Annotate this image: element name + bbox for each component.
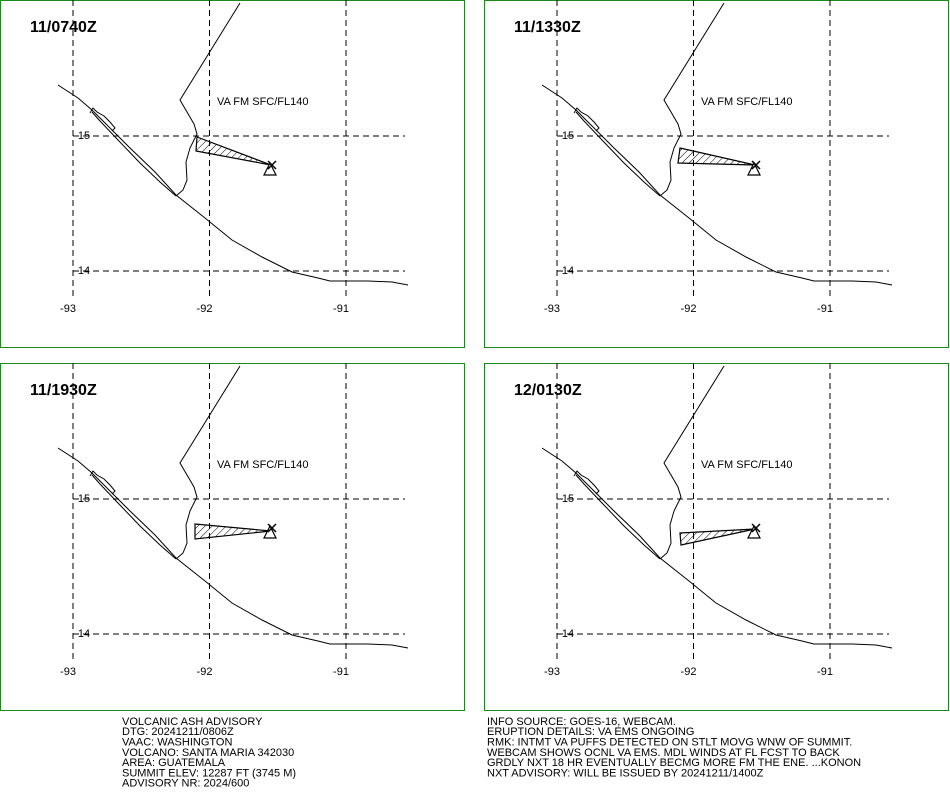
coastline bbox=[541, 447, 893, 649]
advisory-line: AREA: GUATEMALA bbox=[122, 757, 226, 769]
advisory-line: NXT ADVISORY: WILL BE ISSUED BY 20241211… bbox=[487, 767, 764, 779]
coastline bbox=[575, 474, 661, 560]
border bbox=[175, 365, 241, 560]
ash-cloud bbox=[195, 136, 272, 166]
lat-label: 14 bbox=[562, 265, 574, 277]
map-panel: -93 -92 -91 15 14 12/0130Z VA FM SFC/FL140 bbox=[484, 363, 949, 711]
lat-label: 14 bbox=[78, 628, 90, 640]
volcano bbox=[263, 524, 277, 539]
coastline bbox=[57, 84, 409, 286]
border bbox=[659, 2, 725, 197]
coastline bbox=[89, 107, 116, 132]
advisory-line: VOLCANO: SANTA MARIA 342030 bbox=[122, 747, 294, 759]
panel-border bbox=[0, 0, 465, 348]
summit-mark bbox=[751, 160, 761, 170]
lon-label: -93 bbox=[60, 303, 76, 315]
summit-mark bbox=[751, 523, 761, 533]
lon-label: -91 bbox=[333, 303, 349, 315]
ash-label: VA FM SFC/FL140 bbox=[217, 459, 309, 471]
lon-label: -92 bbox=[197, 666, 213, 678]
ash-label: VA FM SFC/FL140 bbox=[217, 96, 309, 108]
panel-time: 11/1330Z bbox=[514, 19, 581, 36]
lon-label: -91 bbox=[817, 303, 833, 315]
coastline bbox=[573, 107, 600, 132]
map-panel: -93 -92 -91 15 14 11/1930Z VA FM SFC/FL140 bbox=[0, 363, 465, 711]
advisory-line: VAAC: WASHINGTON bbox=[122, 737, 232, 749]
lon-label: -91 bbox=[817, 666, 833, 678]
panel-time: 11/1930Z bbox=[30, 382, 97, 399]
lat-label: 15 bbox=[78, 493, 90, 505]
coastline bbox=[575, 111, 661, 197]
panel-border bbox=[0, 363, 465, 711]
lon-label: -93 bbox=[544, 666, 560, 678]
lon-label: -91 bbox=[333, 666, 349, 678]
ash-label: VA FM SFC/FL140 bbox=[701, 96, 793, 108]
advisory-line: GRDLY NXT 18 HR EVENTUALLY BECMG MORE FM… bbox=[487, 757, 861, 769]
advisory-line: RMK: INTMT VA PUFFS DETECTED ON STLT MOV… bbox=[487, 737, 852, 749]
ash-cloud bbox=[679, 528, 756, 546]
advisory-line: SUMMIT ELEV: 12287 FT (3745 M) bbox=[122, 767, 296, 779]
lon-label: -93 bbox=[544, 303, 560, 315]
lat-label: 15 bbox=[562, 493, 574, 505]
coastline bbox=[89, 470, 116, 495]
coastline bbox=[541, 84, 893, 286]
lon-label: -92 bbox=[681, 666, 697, 678]
panel-border bbox=[484, 0, 949, 348]
volcano bbox=[747, 524, 761, 539]
lon-label: -93 bbox=[60, 666, 76, 678]
lon-label: -92 bbox=[197, 303, 213, 315]
panel-time: 11/0740Z bbox=[30, 19, 97, 36]
advisory-line: WEBCAM SHOWS OCNL VA EMS. MDL WINDS AT F… bbox=[487, 747, 840, 759]
advisory-line: INFO SOURCE: GOES-16, WEBCAM. bbox=[487, 716, 676, 728]
map-panel: -93 -92 -91 15 14 11/1330Z VA FM SFC/FL140 bbox=[484, 0, 949, 348]
panel-time: 12/0130Z bbox=[514, 382, 582, 399]
coastline bbox=[573, 470, 600, 495]
ash-label: VA FM SFC/FL140 bbox=[701, 459, 793, 471]
map-panel: -93 -92 -91 15 14 11/0740Z VA FM SFC/FL140 bbox=[0, 0, 465, 348]
ash-cloud bbox=[194, 523, 272, 540]
volcano bbox=[747, 161, 761, 176]
advisory-line: ADVISORY NR: 2024/600 bbox=[122, 778, 249, 790]
coastline bbox=[91, 474, 177, 560]
coastline bbox=[91, 111, 177, 197]
advisory-line: VOLCANIC ASH ADVISORY bbox=[122, 716, 263, 728]
lat-label: 14 bbox=[78, 265, 90, 277]
lat-label: 14 bbox=[562, 628, 574, 640]
summit-mark bbox=[267, 160, 277, 170]
lat-label: 15 bbox=[78, 130, 90, 142]
panel-border bbox=[484, 363, 949, 711]
border bbox=[659, 365, 725, 560]
advisory-line: ERUPTION DETAILS: VA EMS ONGOING bbox=[487, 726, 694, 738]
ash-cloud bbox=[677, 147, 756, 166]
summit-mark bbox=[267, 523, 277, 533]
advisory-line: DTG: 20241211/0806Z bbox=[122, 726, 234, 738]
coastline bbox=[57, 447, 409, 649]
lon-label: -92 bbox=[681, 303, 697, 315]
border bbox=[175, 2, 241, 197]
volcano bbox=[263, 161, 277, 176]
lat-label: 15 bbox=[562, 130, 574, 142]
